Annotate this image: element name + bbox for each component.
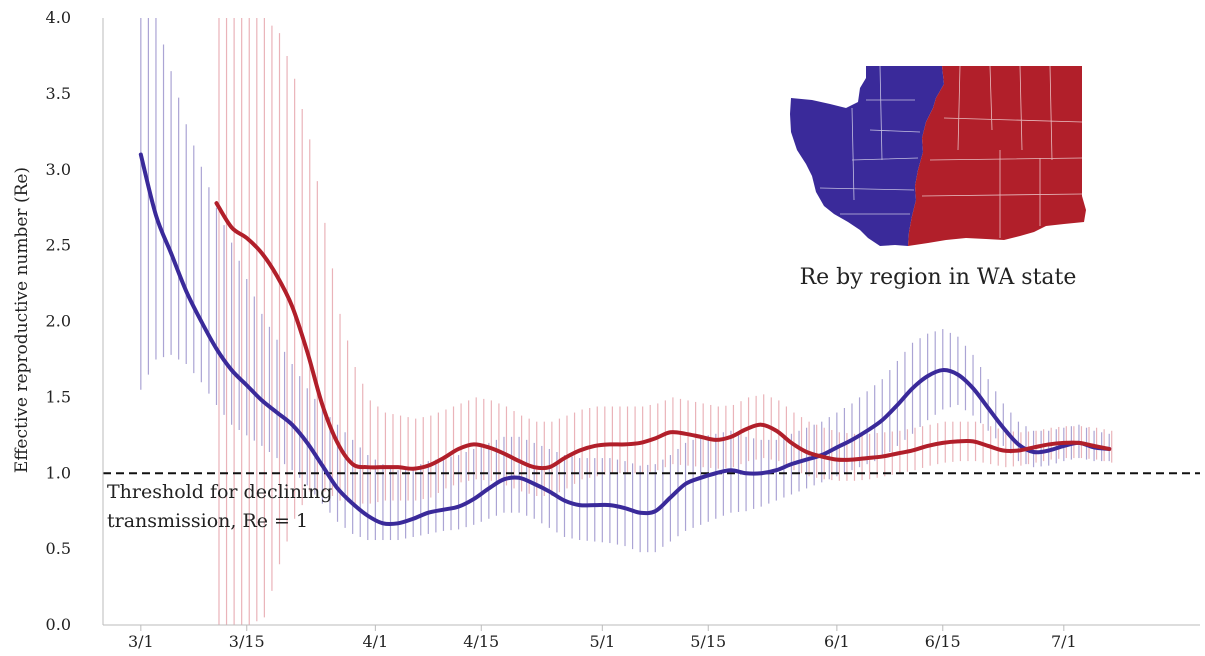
y-tick-label: 0.5 (46, 539, 71, 558)
y-tick-label: 2.5 (46, 236, 71, 255)
map-region-eastern (908, 66, 1086, 246)
axes (102, 18, 1200, 626)
x-tick-label: 5/1 (589, 632, 615, 651)
county-borders (819, 65, 1083, 238)
x-tick-label: 7/1 (1051, 632, 1077, 651)
y-tick-label: 3.5 (46, 84, 71, 103)
x-tick-label: 3/1 (128, 632, 154, 651)
y-tick-label: 1.0 (46, 463, 71, 482)
x-tick-label: 6/15 (925, 632, 961, 651)
y-tick-label: 0.0 (46, 615, 71, 634)
x-tick-label: 4/15 (463, 632, 499, 651)
y-tick-label: 1.5 (46, 387, 71, 406)
x-tick-label: 5/15 (690, 632, 726, 651)
x-tick-label: 3/15 (229, 632, 265, 651)
series-line (214, 201, 1112, 471)
y-tick-labels: 0.0 0.5 1.0 1.5 2.0 2.5 3.0 3.5 4.0 (46, 8, 71, 634)
x-tick-label: 6/1 (824, 632, 850, 651)
series-line (138, 152, 1112, 527)
x-tick-labels: 3/1 3/15 4/1 4/15 5/1 5/15 6/1 6/15 7/1 (128, 625, 1077, 651)
threshold-label-line2: transmission, Re = 1 (107, 510, 308, 532)
y-tick-label: 2.0 (46, 312, 71, 331)
series-lines (138, 152, 1112, 527)
x-tick-label: 4/1 (362, 632, 388, 651)
y-axis-title: Effective reproductive number (Re) (12, 167, 32, 473)
y-tick-label: 3.0 (46, 160, 71, 179)
map-caption: Re by region in WA state (800, 265, 1077, 290)
map-region-western (790, 66, 944, 246)
y-tick-label: 4.0 (46, 8, 71, 27)
wa-state-map (790, 65, 1086, 246)
threshold-label-line1: Threshold for declining (107, 481, 332, 503)
